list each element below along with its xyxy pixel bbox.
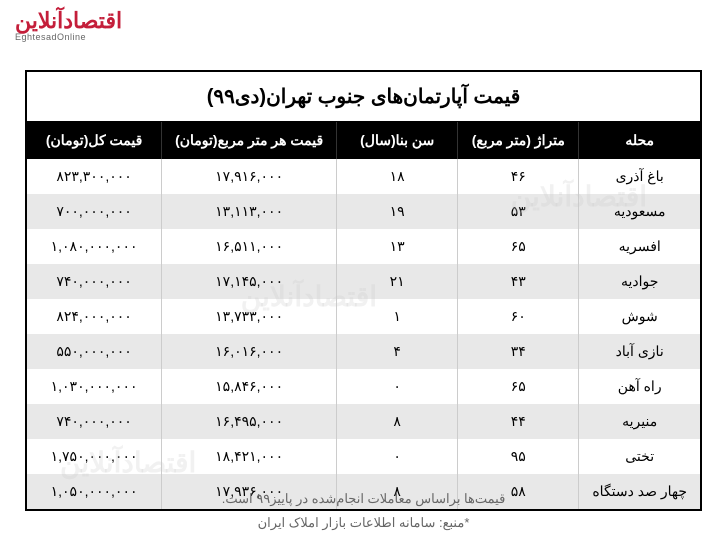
cell-location: راه آهن bbox=[579, 369, 700, 404]
cell-location: مسعودیه bbox=[579, 194, 700, 229]
cell-age: ۱ bbox=[337, 299, 458, 334]
table-row: جوادیه ۴۳ ۲۱ ۱۷,۱۴۵,۰۰۰ ۷۴۰,۰۰۰,۰۰۰ bbox=[27, 264, 700, 299]
cell-price-sqm: ۱۳,۱۱۳,۰۰۰ bbox=[162, 194, 337, 229]
cell-price-total: ۸۲۳,۳۰۰,۰۰۰ bbox=[27, 159, 162, 194]
logo-main-text: اقتصادآنلاین bbox=[15, 10, 122, 32]
cell-price-total: ۷۴۰,۰۰۰,۰۰۰ bbox=[27, 404, 162, 439]
cell-age: ۱۳ bbox=[337, 229, 458, 264]
header-area: متراژ (متر مربع) bbox=[458, 122, 579, 159]
cell-price-sqm: ۱۶,۴۹۵,۰۰۰ bbox=[162, 404, 337, 439]
cell-price-sqm: ۱۶,۰۱۶,۰۰۰ bbox=[162, 334, 337, 369]
cell-price-total: ۸۲۴,۰۰۰,۰۰۰ bbox=[27, 299, 162, 334]
cell-area: ۶۵ bbox=[458, 369, 579, 404]
header-price-sqm: قیمت هر متر مربع(تومان) bbox=[162, 122, 337, 159]
footer-note-1: قیمت‌ها براساس معاملات انجام‌شده در پایی… bbox=[0, 487, 727, 510]
cell-price-sqm: ۱۵,۸۴۶,۰۰۰ bbox=[162, 369, 337, 404]
cell-area: ۵۳ bbox=[458, 194, 579, 229]
cell-price-sqm: ۱۸,۴۲۱,۰۰۰ bbox=[162, 439, 337, 474]
cell-age: ۲۱ bbox=[337, 264, 458, 299]
cell-area: ۶۰ bbox=[458, 299, 579, 334]
table-row: منیریه ۴۴ ۸ ۱۶,۴۹۵,۰۰۰ ۷۴۰,۰۰۰,۰۰۰ bbox=[27, 404, 700, 439]
table-header-row: محله متراژ (متر مربع) سن بنا(سال) قیمت ه… bbox=[27, 122, 700, 159]
cell-age: ۸ bbox=[337, 404, 458, 439]
table-row: راه آهن ۶۵ ۰ ۱۵,۸۴۶,۰۰۰ ۱,۰۳۰,۰۰۰,۰۰۰ bbox=[27, 369, 700, 404]
table-row: شوش ۶۰ ۱ ۱۳,۷۳۳,۰۰۰ ۸۲۴,۰۰۰,۰۰۰ bbox=[27, 299, 700, 334]
header-price-total: قیمت کل(تومان) bbox=[27, 122, 162, 159]
cell-price-total: ۷۰۰,۰۰۰,۰۰۰ bbox=[27, 194, 162, 229]
cell-area: ۴۴ bbox=[458, 404, 579, 439]
cell-area: ۶۵ bbox=[458, 229, 579, 264]
cell-location: جوادیه bbox=[579, 264, 700, 299]
cell-location: نازی آباد bbox=[579, 334, 700, 369]
cell-location: منیریه bbox=[579, 404, 700, 439]
table-row: مسعودیه ۵۳ ۱۹ ۱۳,۱۱۳,۰۰۰ ۷۰۰,۰۰۰,۰۰۰ bbox=[27, 194, 700, 229]
cell-price-sqm: ۱۷,۱۴۵,۰۰۰ bbox=[162, 264, 337, 299]
table-row: نازی آباد ۳۴ ۴ ۱۶,۰۱۶,۰۰۰ ۵۵۰,۰۰۰,۰۰۰ bbox=[27, 334, 700, 369]
cell-location: باغ آذری bbox=[579, 159, 700, 194]
table-row: باغ آذری ۴۶ ۱۸ ۱۷,۹۱۶,۰۰۰ ۸۲۳,۳۰۰,۰۰۰ bbox=[27, 159, 700, 194]
cell-area: ۳۴ bbox=[458, 334, 579, 369]
header-location: محله bbox=[579, 122, 700, 159]
logo-sub-text: EghtesadOnline bbox=[15, 32, 122, 42]
site-logo: اقتصادآنلاین EghtesadOnline bbox=[15, 10, 122, 42]
cell-location: افسریه bbox=[579, 229, 700, 264]
cell-price-sqm: ۱۶,۵۱۱,۰۰۰ bbox=[162, 229, 337, 264]
cell-price-total: ۱,۰۳۰,۰۰۰,۰۰۰ bbox=[27, 369, 162, 404]
table-body: باغ آذری ۴۶ ۱۸ ۱۷,۹۱۶,۰۰۰ ۸۲۳,۳۰۰,۰۰۰ مس… bbox=[27, 159, 700, 509]
footer-notes: قیمت‌ها براساس معاملات انجام‌شده در پایی… bbox=[0, 487, 727, 534]
footer-note-2: *منبع: سامانه اطلاعات بازار املاک ایران bbox=[0, 511, 727, 534]
table-row: تختی ۹۵ ۰ ۱۸,۴۲۱,۰۰۰ ۱,۷۵۰,۰۰۰,۰۰۰ bbox=[27, 439, 700, 474]
cell-location: شوش bbox=[579, 299, 700, 334]
cell-price-sqm: ۱۳,۷۳۳,۰۰۰ bbox=[162, 299, 337, 334]
cell-age: ۰ bbox=[337, 369, 458, 404]
cell-age: ۴ bbox=[337, 334, 458, 369]
header-age: سن بنا(سال) bbox=[337, 122, 458, 159]
apartment-price-table: محله متراژ (متر مربع) سن بنا(سال) قیمت ه… bbox=[27, 122, 700, 509]
price-table-container: قیمت آپارتمان‌های جنوب تهران(دی۹۹) محله … bbox=[25, 70, 702, 511]
cell-price-total: ۱,۰۸۰,۰۰۰,۰۰۰ bbox=[27, 229, 162, 264]
cell-price-total: ۵۵۰,۰۰۰,۰۰۰ bbox=[27, 334, 162, 369]
cell-price-total: ۱,۷۵۰,۰۰۰,۰۰۰ bbox=[27, 439, 162, 474]
table-title: قیمت آپارتمان‌های جنوب تهران(دی۹۹) bbox=[27, 72, 700, 122]
table-row: افسریه ۶۵ ۱۳ ۱۶,۵۱۱,۰۰۰ ۱,۰۸۰,۰۰۰,۰۰۰ bbox=[27, 229, 700, 264]
cell-age: ۰ bbox=[337, 439, 458, 474]
cell-price-sqm: ۱۷,۹۱۶,۰۰۰ bbox=[162, 159, 337, 194]
cell-area: ۴۶ bbox=[458, 159, 579, 194]
cell-area: ۹۵ bbox=[458, 439, 579, 474]
cell-location: تختی bbox=[579, 439, 700, 474]
cell-area: ۴۳ bbox=[458, 264, 579, 299]
cell-age: ۱۹ bbox=[337, 194, 458, 229]
cell-price-total: ۷۴۰,۰۰۰,۰۰۰ bbox=[27, 264, 162, 299]
cell-age: ۱۸ bbox=[337, 159, 458, 194]
